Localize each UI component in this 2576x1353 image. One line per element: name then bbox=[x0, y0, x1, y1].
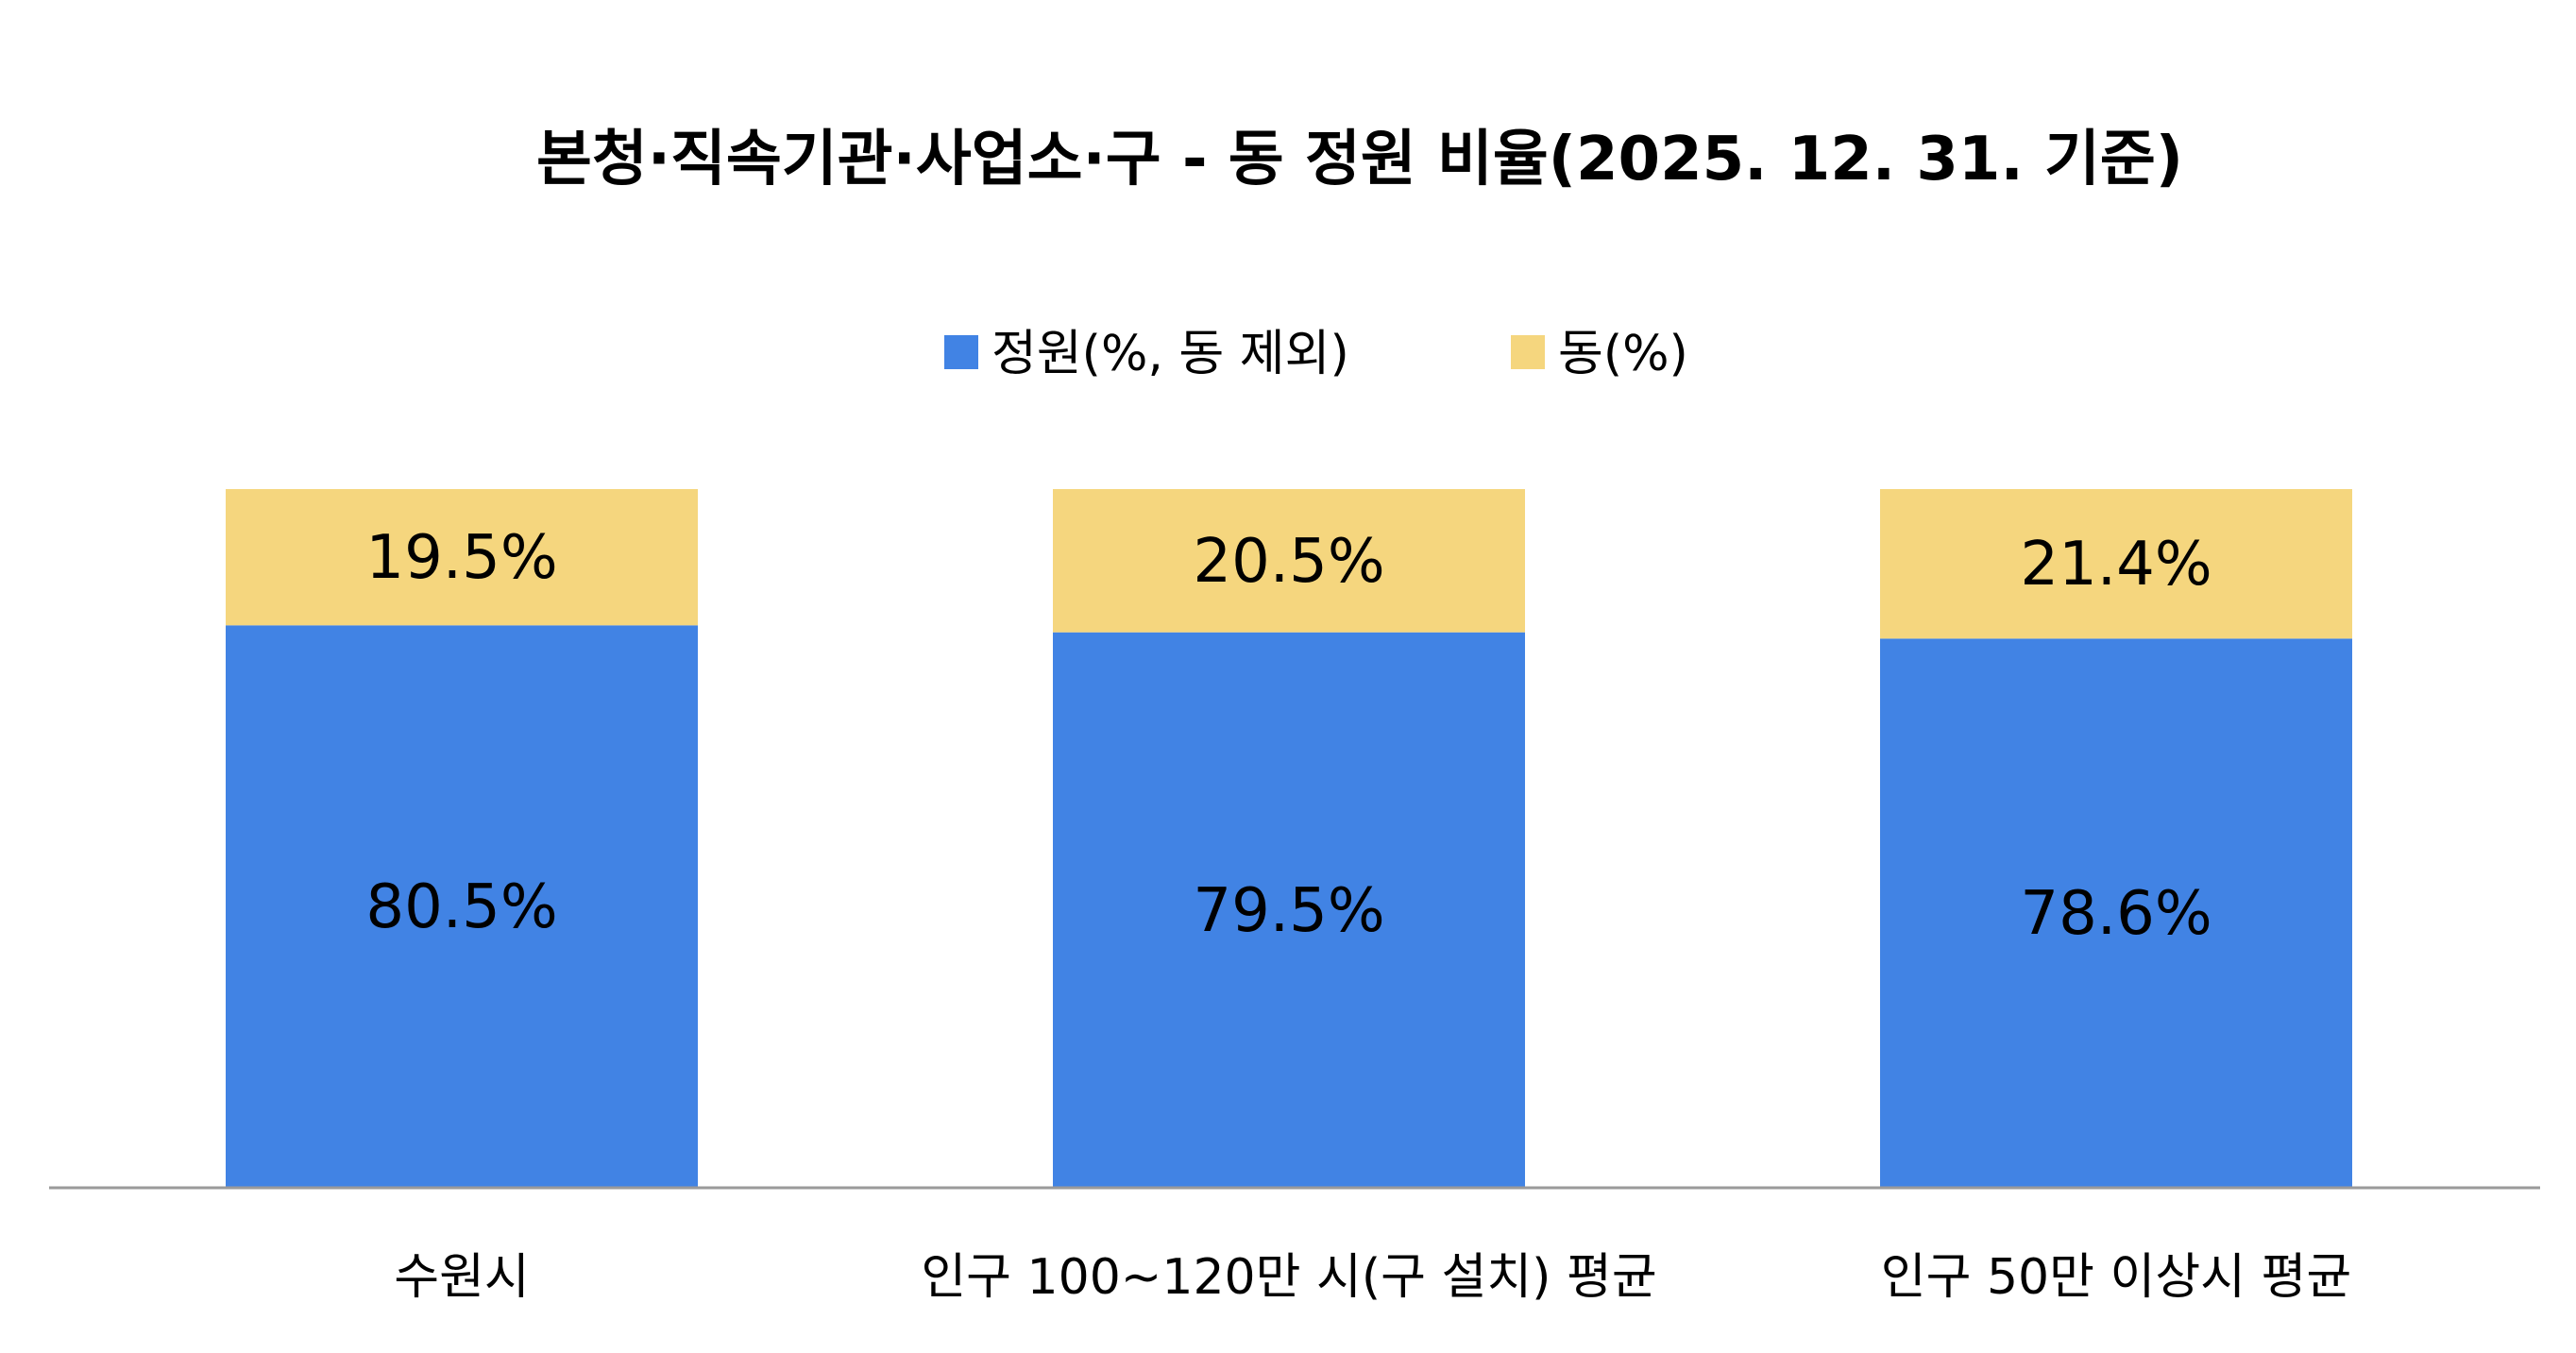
legend-swatch-dong bbox=[1511, 335, 1545, 369]
legend-label-dong: 동(%) bbox=[1558, 326, 1688, 382]
data-label-regular-0: 80.5% bbox=[365, 872, 557, 942]
bar-dong-1 bbox=[1053, 489, 1525, 633]
legend: 정원(%, 동 제외) 동(%) bbox=[944, 326, 1688, 382]
category-label-0: 수원시 bbox=[394, 1249, 530, 1306]
data-label-dong-1: 20.5% bbox=[1193, 527, 1384, 597]
bar-regular-0 bbox=[226, 625, 698, 1188]
legend-label-regular: 정원(%, 동 제외) bbox=[991, 326, 1349, 382]
data-label-regular-1: 79.5% bbox=[1193, 876, 1384, 946]
data-label-dong-0: 19.5% bbox=[365, 523, 557, 593]
bars-group bbox=[226, 489, 2352, 1188]
bar-dong-0 bbox=[226, 489, 698, 626]
bar-regular-1 bbox=[1053, 632, 1525, 1188]
value-labels-group: 80.5% 19.5% 79.5% 20.5% 78.6% 21.4% bbox=[365, 523, 2212, 949]
legend-swatch-regular bbox=[944, 335, 978, 369]
bar-regular-2 bbox=[1880, 638, 2352, 1188]
category-label-1: 인구 100~120만 시(구 설치) 평균 bbox=[921, 1249, 1656, 1306]
category-label-2: 인구 50만 이상시 평균 bbox=[1881, 1249, 2351, 1306]
chart-title: 본청·직속기관·사업소·구 - 동 정원 비율(2025. 12. 31. 기준… bbox=[536, 125, 2183, 194]
data-label-regular-2: 78.6% bbox=[2020, 879, 2212, 949]
bar-dong-2 bbox=[1880, 489, 2352, 639]
data-label-dong-2: 21.4% bbox=[2020, 530, 2212, 600]
category-labels-group: 수원시 인구 100~120만 시(구 설치) 평균 인구 50만 이상시 평균 bbox=[394, 1249, 2351, 1306]
